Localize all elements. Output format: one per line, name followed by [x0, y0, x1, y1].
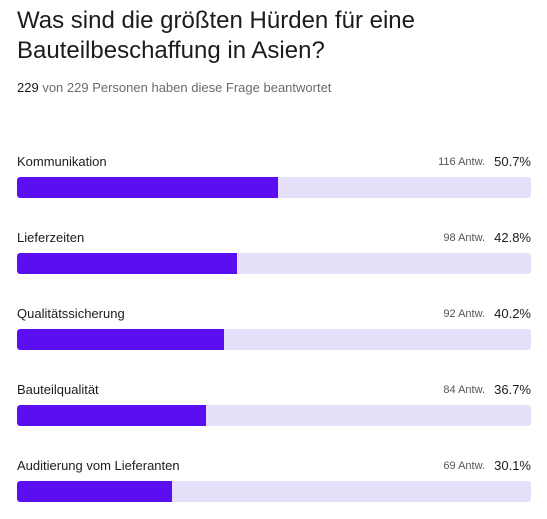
answer-count: 69 Antw.	[443, 460, 485, 472]
response-summary: 229 von 229 Personen haben diese Frage b…	[17, 80, 331, 96]
answer-count: 98 Antw.	[443, 232, 485, 244]
answer-bar-track	[17, 329, 531, 350]
answer-bar-track	[17, 177, 531, 198]
answered-count: 229	[17, 80, 39, 95]
answer-bar-fill	[17, 481, 172, 502]
answer-percent: 36.7%	[494, 382, 531, 397]
question-title: Was sind die größten Hürden für eine Bau…	[17, 7, 415, 64]
answer-row-kommunikation: Kommunikation 116 Antw. 50.7%	[17, 154, 531, 204]
answer-bar-track	[17, 405, 531, 426]
answer-bar-fill	[17, 329, 224, 350]
answer-percent: 50.7%	[494, 154, 531, 169]
answer-bar-track	[17, 481, 531, 502]
answer-count: 84 Antw.	[443, 384, 485, 396]
answer-label: Auditierung vom Lieferanten	[17, 458, 180, 473]
answer-label: Lieferzeiten	[17, 230, 85, 245]
answer-count: 92 Antw.	[443, 308, 485, 320]
answer-row-qualitaetssicherung: Qualitätssicherung 92 Antw. 40.2%	[17, 306, 531, 356]
answer-bar-fill	[17, 253, 237, 274]
answer-count: 116 Antw.	[438, 156, 485, 168]
answer-bar-track	[17, 253, 531, 274]
answer-row-lieferzeiten: Lieferzeiten 98 Antw. 42.8%	[17, 230, 531, 280]
answer-bar-fill	[17, 405, 206, 426]
answered-summary-text: von 229 Personen haben diese Frage beant…	[42, 80, 332, 95]
answer-label: Kommunikation	[17, 154, 107, 169]
answer-label: Qualitätssicherung	[17, 306, 125, 321]
answer-percent: 30.1%	[494, 458, 531, 473]
answer-row-bauteilqualitaet: Bauteilqualität 84 Antw. 36.7%	[17, 382, 531, 432]
answer-percent: 42.8%	[494, 230, 531, 245]
answer-bar-fill	[17, 177, 278, 198]
answer-row-auditierung: Auditierung vom Lieferanten 69 Antw. 30.…	[17, 458, 531, 508]
answer-label: Bauteilqualität	[17, 382, 99, 397]
answer-percent: 40.2%	[494, 306, 531, 321]
